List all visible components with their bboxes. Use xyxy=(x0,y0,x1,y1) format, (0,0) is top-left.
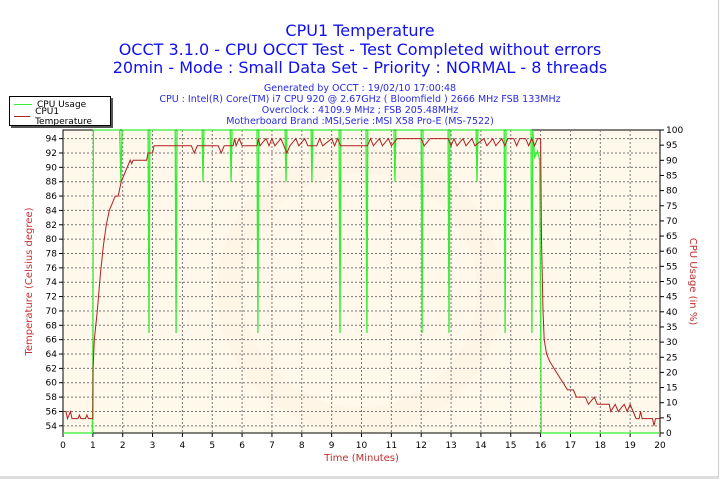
legend-label: CPU Usage xyxy=(37,99,87,110)
y2-tick-label: 95 xyxy=(666,141,677,151)
y2-tick-label: 10 xyxy=(666,399,678,409)
x-tick-label: 3 xyxy=(150,441,156,451)
y2-tick-label: 35 xyxy=(666,323,677,333)
y2-tick-label: 90 xyxy=(666,156,678,166)
y2-axis-label: CPU Usage (in %) xyxy=(687,238,698,326)
y-tick-label: 62 xyxy=(46,364,57,374)
y-tick-label: 88 xyxy=(46,178,58,188)
x-tick-label: 12 xyxy=(415,441,426,451)
y2-tick-label: 85 xyxy=(666,171,677,181)
y-tick-label: 66 xyxy=(46,336,58,346)
x-tick-label: 6 xyxy=(239,441,245,451)
chart-title: CPU1 Temperature xyxy=(285,21,435,40)
y-tick-label: 68 xyxy=(46,321,58,331)
series-line-cpu-usage xyxy=(63,129,660,434)
y-tick-label: 84 xyxy=(46,206,58,216)
info-generated: Generated by OCCT : 19/02/10 17:00:48 xyxy=(263,83,457,94)
y-tick-label: 78 xyxy=(46,249,58,259)
info-motherboard: Motherboard Brand :MSI,Serie :MSI X58 Pr… xyxy=(226,116,494,127)
y-tick-label: 74 xyxy=(46,278,58,288)
chart-subtitle-2: 20min - Mode : Small Data Set - Priority… xyxy=(112,58,608,77)
x-tick-label: 17 xyxy=(565,441,576,451)
y2-tick-label: 45 xyxy=(666,293,677,303)
x-tick-label: 9 xyxy=(329,441,335,451)
x-tick-label: 14 xyxy=(475,441,487,451)
info-cpu: CPU : Intel(R) Core(TM) i7 CPU 920 @ 2.6… xyxy=(159,94,561,105)
x-tick-label: 20 xyxy=(654,441,666,451)
y2-tick-label: 70 xyxy=(666,217,678,227)
x-tick-label: 19 xyxy=(624,441,636,451)
chart-subtitle-1: OCCT 3.1.0 - CPU OCCT Test - Test Comple… xyxy=(118,40,602,59)
y2-tick-label: 60 xyxy=(666,247,678,257)
y2-tick-label: 65 xyxy=(666,232,677,242)
legend-swatch-cpu-usage xyxy=(14,104,32,105)
y-tick-label: 90 xyxy=(46,163,58,173)
y-tick-label: 86 xyxy=(46,192,58,202)
x-tick-label: 16 xyxy=(535,441,547,451)
legend: CPU Usage CPU1 Temperature xyxy=(9,96,111,127)
y2-tick-label: 80 xyxy=(666,187,678,197)
y-tick-label: 94 xyxy=(46,135,58,145)
series-line-cpu1-temperature xyxy=(63,137,660,426)
y-tick-label: 54 xyxy=(46,422,58,432)
x-tick-label: 4 xyxy=(180,441,186,451)
y-tick-label: 72 xyxy=(46,293,57,303)
y2-tick-label: 20 xyxy=(666,368,678,378)
x-tick-label: 0 xyxy=(60,441,66,451)
y-tick-label: 64 xyxy=(46,350,58,360)
legend-item-cpu1-temperature: CPU1 Temperature xyxy=(14,107,110,127)
y-tick-label: 80 xyxy=(46,235,58,245)
legend-item-cpu-usage: CPU Usage xyxy=(14,99,86,110)
y2-tick-label: 0 xyxy=(666,429,672,439)
y-tick-label: 60 xyxy=(46,379,58,389)
y-tick-label: 92 xyxy=(46,149,57,159)
y2-tick-label: 40 xyxy=(666,308,678,318)
y2-tick-label: 100 xyxy=(666,126,683,136)
y2-tick-label: 75 xyxy=(666,202,677,212)
y-tick-label: 56 xyxy=(46,407,58,417)
x-tick-label: 8 xyxy=(299,441,305,451)
y2-tick-label: 25 xyxy=(666,353,677,363)
y-tick-label: 58 xyxy=(46,393,58,403)
x-axis-label: Time (Minutes) xyxy=(323,453,399,464)
y2-tick-label: 5 xyxy=(666,414,672,424)
x-tick-label: 5 xyxy=(209,441,215,451)
x-tick-label: 7 xyxy=(269,441,275,451)
y2-tick-label: 15 xyxy=(666,384,677,394)
legend-swatch-cpu1-temperature xyxy=(14,116,31,117)
y2-tick-label: 55 xyxy=(666,262,677,272)
x-tick-label: 15 xyxy=(505,441,516,451)
legend-label: CPU1 Temperature xyxy=(35,106,93,127)
x-tick-label: 11 xyxy=(386,441,397,451)
x-tick-label: 2 xyxy=(120,441,126,451)
x-tick-label: 1 xyxy=(90,441,96,451)
y-tick-label: 82 xyxy=(46,221,57,231)
x-tick-label: 13 xyxy=(445,441,456,451)
x-tick-label: 18 xyxy=(595,441,607,451)
y-tick-label: 70 xyxy=(46,307,58,317)
x-tick-label: 10 xyxy=(356,441,368,451)
y2-tick-label: 50 xyxy=(666,278,678,288)
y-tick-label: 76 xyxy=(46,264,58,274)
y2-tick-label: 30 xyxy=(666,338,678,348)
y-axis-label: Temperature (Celsius degree) xyxy=(24,207,35,356)
info-overclock: Overclock : 4109.9 MHz ; FSB 205.48MHz xyxy=(261,105,459,116)
